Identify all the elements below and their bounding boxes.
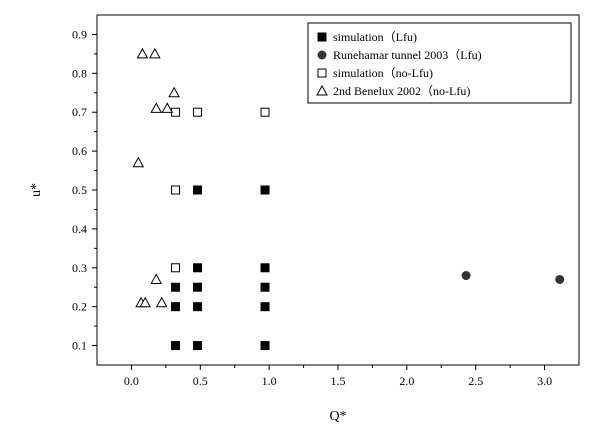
data-point [193,185,203,195]
data-point [260,107,270,117]
legend-label: simulation（Lfu) [333,30,417,44]
y-tick-label: 0.4 [72,222,87,236]
y-tick-label: 0.1 [72,339,87,353]
x-axis-title: Q* [329,409,346,424]
data-point [193,302,203,312]
y-tick-label: 0.9 [72,27,87,41]
y-tick-label: 0.5 [72,183,87,197]
x-tick-label: 1.5 [331,374,346,388]
x-tick-label: 2.5 [468,374,483,388]
data-point [193,107,203,117]
data-point [170,302,180,312]
data-point [555,274,565,284]
y-tick-label: 0.2 [72,300,87,314]
legend-marker [317,32,327,42]
legend: simulation（Lfu) Runehamar tunnel 2003（Lfu… [307,22,572,104]
data-point [260,341,270,351]
data-point [260,263,270,273]
data-point [461,271,471,281]
data-point [170,282,180,292]
data-point [168,86,180,98]
legend-label: 2nd Benelux 2002（no-Lfu) [333,84,470,98]
data-point [260,282,270,292]
data-point [193,282,203,292]
data-point [260,302,270,312]
x-tick-label: 2.0 [399,374,414,388]
data-point [136,47,149,59]
data-point [161,102,174,113]
legend-label: Runehamar tunnel 2003（Lfu) [333,48,482,62]
legend-marker [317,50,327,60]
data-point [155,296,168,308]
data-points [132,47,565,351]
x-tick-label: 1.0 [262,374,277,388]
data-point [260,185,270,195]
legend-marker [316,84,328,96]
y-axis-title: u* [29,183,44,197]
x-axis: 0.0 0.5 1.0 1.5 2.0 2.5 3.0 [124,365,552,388]
y-axis: 0.1 0.2 0.3 0.4 0.5 0.6 0.7 0.8 0.9 [72,27,97,353]
y-tick-label: 0.8 [72,66,87,80]
data-point [150,273,163,284]
data-point [193,341,203,351]
data-point [139,296,152,308]
y-tick-label: 0.6 [72,144,87,158]
x-tick-label: 0.0 [124,374,139,388]
legend-label: simulation（no-Lfu) [333,66,433,80]
data-point [148,47,161,59]
data-point [132,156,145,168]
x-tick-label: 0.5 [193,374,208,388]
y-tick-label: 0.7 [72,105,87,119]
y-tick-label: 0.3 [72,261,87,275]
data-point [150,102,163,113]
legend-box [307,22,572,104]
data-point [170,341,180,351]
x-tick-label: 3.0 [537,374,552,388]
data-point [170,185,180,195]
data-point [193,263,203,273]
legend-marker [317,68,327,78]
data-point [170,263,180,273]
